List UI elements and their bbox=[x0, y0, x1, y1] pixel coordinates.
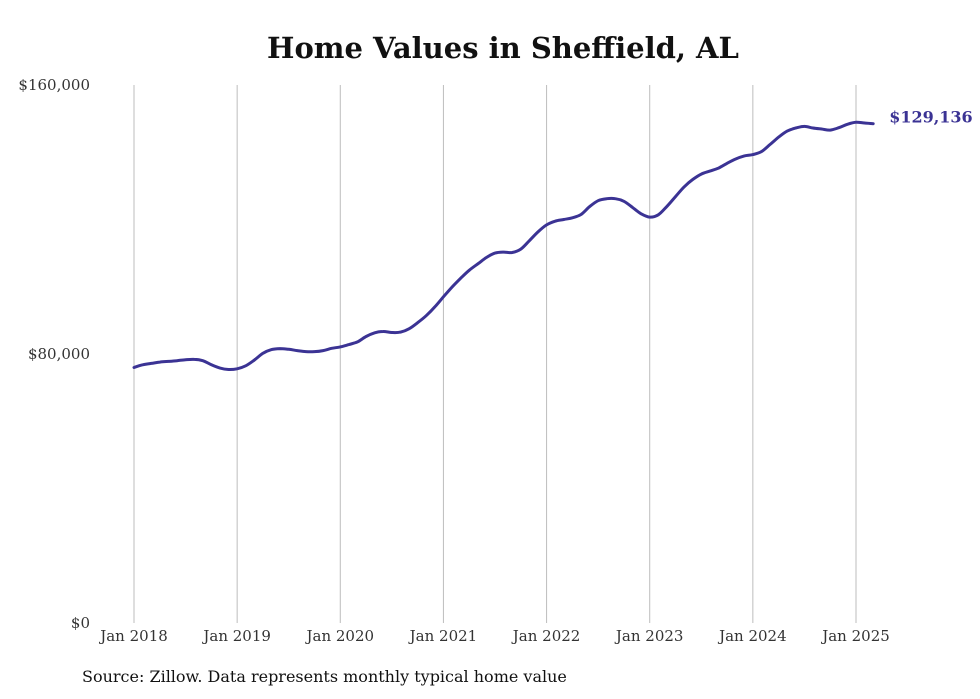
y-tick-label: $80,000 bbox=[28, 345, 90, 363]
y-axis-ticks: $0 $80,000 $160,000 bbox=[18, 76, 90, 632]
end-value-label: $129,136 bbox=[889, 108, 973, 127]
x-tick-label: Jan 2018 bbox=[98, 627, 168, 645]
x-tick-label: Jan 2025 bbox=[820, 627, 890, 645]
x-tick-label: Jan 2020 bbox=[305, 627, 375, 645]
x-tick-label: Jan 2019 bbox=[201, 627, 271, 645]
x-tick-label: Jan 2021 bbox=[408, 627, 478, 645]
x-tick-label: Jan 2022 bbox=[511, 627, 581, 645]
gridlines bbox=[133, 85, 857, 623]
series-line bbox=[132, 120, 875, 372]
y-tick-label: $0 bbox=[71, 614, 90, 632]
source-note: Source: Zillow. Data represents monthly … bbox=[82, 667, 567, 686]
x-tick-label: Jan 2023 bbox=[614, 627, 684, 645]
y-tick-label: $160,000 bbox=[18, 76, 90, 94]
x-axis-ticks: Jan 2018 Jan 2019 Jan 2020 Jan 2021 Jan 2022… bbox=[98, 627, 890, 645]
x-tick-label: Jan 2024 bbox=[717, 627, 787, 645]
chart-title: Home Values in Sheffield, AL bbox=[267, 31, 739, 65]
